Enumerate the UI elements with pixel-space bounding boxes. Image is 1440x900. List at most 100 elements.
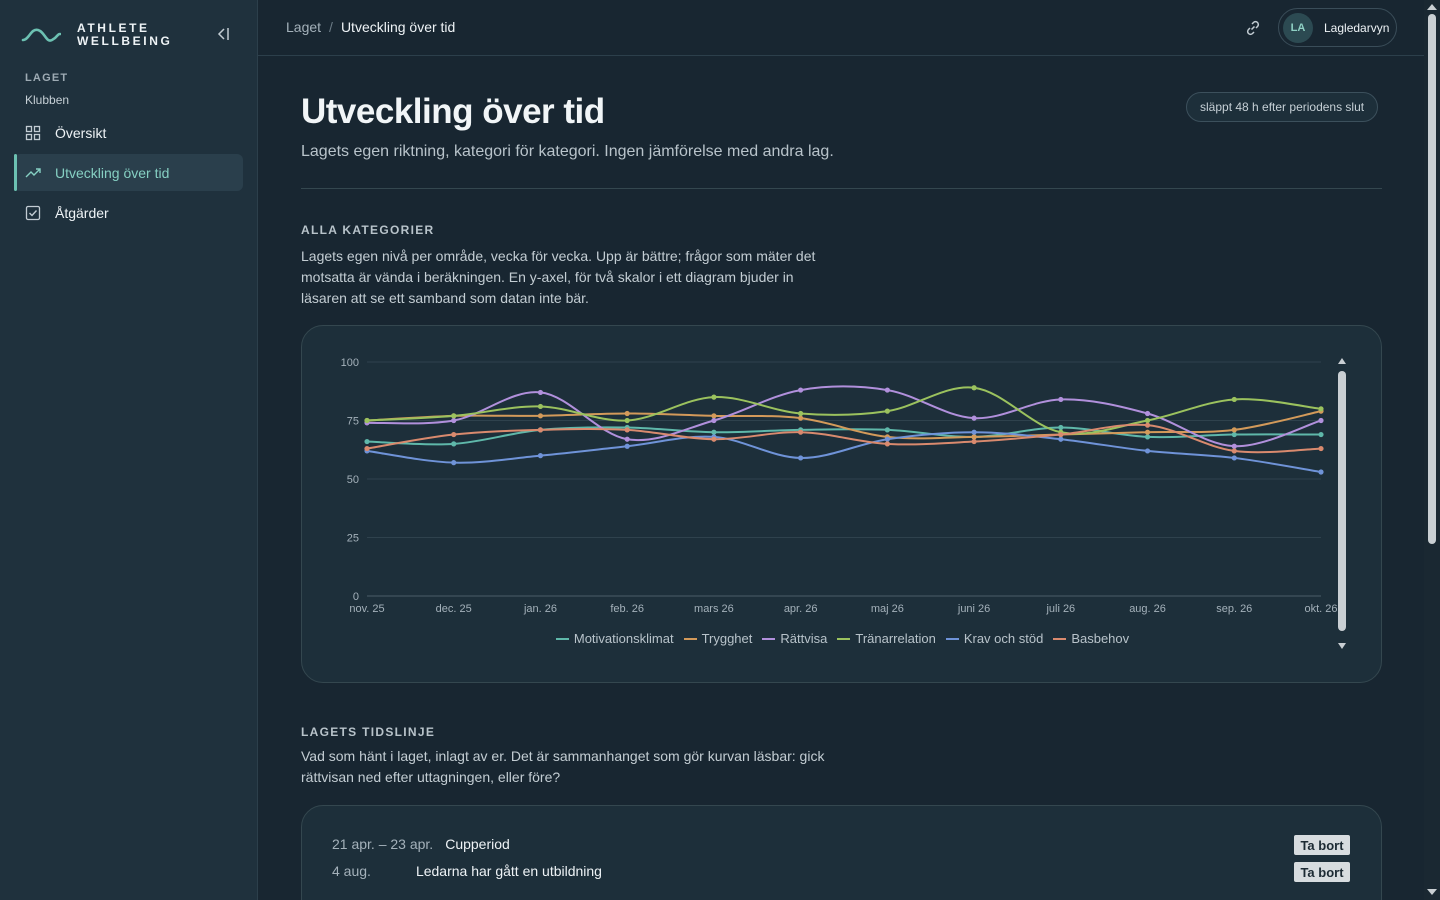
data-point bbox=[971, 438, 977, 445]
data-point bbox=[1231, 448, 1237, 454]
data-point bbox=[884, 427, 890, 433]
trend-icon bbox=[25, 167, 41, 177]
user-name: Lagledarvyn bbox=[1324, 20, 1390, 35]
sidebar-item-oversikt[interactable]: Översikt bbox=[14, 114, 243, 151]
x-tick-label: maj 26 bbox=[871, 603, 904, 615]
x-tick-label: okt. 26 bbox=[1304, 603, 1337, 615]
x-tick-label: juli 26 bbox=[1045, 603, 1075, 615]
data-point bbox=[537, 403, 544, 410]
user-menu-button[interactable]: LA Lagledarvyn bbox=[1278, 8, 1397, 47]
chart-scrollbar[interactable] bbox=[1337, 356, 1347, 652]
data-point bbox=[798, 415, 804, 421]
release-info-badge: släppt 48 h efter periodens slut bbox=[1186, 92, 1379, 122]
sidebar: ATHLETE WELLBEING LAGET Klubben Översikt… bbox=[0, 0, 258, 900]
data-point bbox=[451, 460, 457, 466]
brand-line-2: WELLBEING bbox=[77, 34, 173, 48]
chart-card: 0 25 50 75 100 nov. 25 dec. 25 jan. 26 feb. 26 ma… bbox=[301, 325, 1382, 683]
main-content: Utveckling över tid Lagets egen riktning… bbox=[258, 56, 1424, 900]
legend-item[interactable]: Tränarrelation bbox=[837, 631, 936, 646]
breadcrumb-current: Utveckling över tid bbox=[340, 19, 456, 35]
data-point bbox=[451, 441, 457, 447]
legend-swatch bbox=[683, 637, 697, 640]
data-point bbox=[1318, 469, 1324, 475]
data-point bbox=[537, 389, 544, 396]
data-point bbox=[1231, 431, 1237, 438]
data-point bbox=[537, 427, 544, 433]
sidebar-item-label: Åtgärder bbox=[55, 204, 109, 221]
data-point bbox=[1144, 429, 1151, 435]
brand-logo[interactable]: ATHLETE WELLBEING bbox=[21, 22, 172, 48]
data-point bbox=[1318, 445, 1324, 452]
series-line bbox=[366, 410, 1322, 440]
data-point bbox=[1231, 427, 1237, 433]
legend-label: Krav och stöd bbox=[963, 631, 1044, 646]
x-tick-label: mars 26 bbox=[694, 603, 734, 615]
legend-label: Motivationsklimat bbox=[573, 631, 674, 646]
data-point bbox=[798, 455, 804, 461]
data-point bbox=[884, 441, 890, 447]
chart-legend: Motivationsklimat Trygghet Rättvisa Tränarr… bbox=[302, 631, 1383, 646]
page-subtitle: Lagets egen riktning, kategori för kateg… bbox=[301, 143, 834, 160]
data-point bbox=[537, 413, 544, 419]
section-description-timeline: Vad som hänt i laget, inlagt av er. Det … bbox=[301, 748, 825, 785]
scroll-down-icon[interactable] bbox=[1427, 889, 1437, 895]
section-label-timeline: LAGETS TIDSLINJE bbox=[301, 725, 436, 739]
legend-item[interactable]: Rättvisa bbox=[762, 631, 827, 646]
sidebar-nav: Översikt Utveckling över tid Åtgärder bbox=[14, 114, 243, 234]
data-point bbox=[1058, 436, 1064, 442]
legend-swatch bbox=[837, 637, 851, 640]
data-point bbox=[884, 408, 890, 414]
divider bbox=[301, 188, 1382, 189]
grid-icon bbox=[25, 125, 41, 140]
data-point bbox=[451, 431, 457, 438]
link-icon[interactable] bbox=[1244, 19, 1262, 37]
page-title: Utveckling över tid bbox=[301, 92, 605, 131]
data-point bbox=[1058, 396, 1064, 403]
data-point bbox=[711, 413, 717, 419]
scroll-thumb[interactable] bbox=[1338, 371, 1346, 631]
data-point bbox=[1144, 417, 1151, 424]
legend-swatch bbox=[555, 637, 569, 640]
series-line bbox=[366, 386, 1322, 435]
data-point bbox=[1231, 443, 1237, 449]
data-point bbox=[798, 387, 804, 393]
scroll-up-icon[interactable] bbox=[1338, 358, 1346, 364]
data-point bbox=[971, 429, 977, 435]
y-tick-label: 75 bbox=[347, 416, 359, 428]
data-point bbox=[624, 443, 630, 449]
timeline-event-title: Ledarna har gått en utbildning bbox=[415, 863, 602, 879]
remove-event-button[interactable]: Ta bort bbox=[1294, 862, 1350, 882]
page-scrollbar[interactable] bbox=[1424, 0, 1440, 900]
breadcrumb: Laget / Utveckling över tid bbox=[286, 19, 455, 35]
data-point bbox=[624, 436, 630, 442]
breadcrumb-separator: / bbox=[329, 19, 333, 35]
data-point bbox=[711, 436, 717, 442]
sidebar-item-atgarder[interactable]: Åtgärder bbox=[14, 194, 243, 231]
remove-event-button[interactable]: Ta bort bbox=[1294, 835, 1350, 855]
scroll-up-icon[interactable] bbox=[1427, 4, 1437, 10]
data-point bbox=[1318, 431, 1324, 438]
scroll-thumb[interactable] bbox=[1428, 14, 1436, 544]
data-point bbox=[364, 445, 370, 452]
y-tick-label: 0 bbox=[353, 591, 359, 603]
sidebar-item-utveckling[interactable]: Utveckling över tid bbox=[14, 154, 243, 191]
brand-name: ATHLETE WELLBEING bbox=[77, 22, 172, 48]
legend-swatch bbox=[1053, 637, 1067, 640]
data-point bbox=[1318, 417, 1324, 424]
sidebar-item-label: Översikt bbox=[55, 124, 107, 141]
breadcrumb-parent[interactable]: Laget bbox=[286, 19, 322, 35]
legend-item[interactable]: Krav och stöd bbox=[945, 631, 1044, 646]
collapse-sidebar-icon[interactable] bbox=[213, 24, 233, 44]
x-tick-label: feb. 26 bbox=[610, 603, 644, 615]
data-point bbox=[1144, 410, 1151, 417]
legend-item[interactable]: Basbehov bbox=[1053, 631, 1129, 646]
legend-item[interactable]: Trygghet bbox=[683, 631, 752, 646]
data-point bbox=[798, 429, 804, 435]
scroll-down-icon[interactable] bbox=[1338, 643, 1346, 649]
legend-item[interactable]: Motivationsklimat bbox=[555, 631, 674, 646]
section-label-all-categories: ALLA KATEGORIER bbox=[301, 223, 435, 237]
data-point bbox=[624, 427, 630, 433]
timeline-event-title: Cupperiod bbox=[445, 836, 510, 852]
brand-line-1: ATHLETE bbox=[77, 21, 150, 35]
data-point bbox=[884, 387, 890, 393]
